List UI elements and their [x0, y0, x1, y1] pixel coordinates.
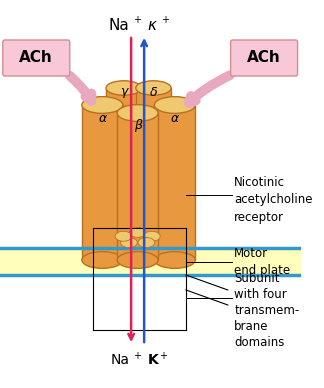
Text: +: +: [133, 351, 141, 361]
Ellipse shape: [115, 231, 132, 241]
Ellipse shape: [117, 252, 158, 268]
Ellipse shape: [117, 105, 158, 121]
Text: β: β: [133, 118, 142, 132]
Text: ACh: ACh: [19, 50, 53, 66]
Ellipse shape: [82, 97, 123, 113]
Text: +: +: [133, 15, 141, 25]
Text: +: +: [161, 15, 169, 25]
Bar: [82, 105, 123, 260]
Ellipse shape: [82, 252, 123, 268]
Ellipse shape: [106, 246, 141, 260]
Bar: [106, 88, 141, 253]
FancyBboxPatch shape: [231, 40, 297, 76]
Text: κ: κ: [148, 17, 157, 33]
Text: Subunit
with four
transmem-
brane
domains: Subunit with four transmem- brane domain…: [234, 272, 300, 348]
Text: ACh: ACh: [247, 50, 281, 66]
Text: Na: Na: [110, 353, 129, 367]
Ellipse shape: [154, 252, 195, 268]
Text: Na: Na: [109, 17, 129, 33]
Bar: [154, 105, 195, 260]
Ellipse shape: [136, 81, 171, 95]
Text: α: α: [98, 113, 106, 125]
Ellipse shape: [138, 237, 155, 248]
Text: γ: γ: [120, 85, 127, 99]
Ellipse shape: [144, 231, 160, 241]
FancyBboxPatch shape: [3, 40, 70, 76]
Bar: [117, 113, 158, 260]
Ellipse shape: [129, 227, 146, 237]
Bar: [136, 88, 171, 253]
Ellipse shape: [106, 81, 141, 95]
Text: +: +: [159, 351, 167, 361]
Text: δ: δ: [150, 85, 157, 99]
Text: Motor
end plate: Motor end plate: [234, 247, 291, 277]
Ellipse shape: [154, 97, 195, 113]
Bar: [0, 248, 301, 275]
Text: K: K: [148, 353, 159, 367]
Text: Nicotinic
acetylcholine
receptor: Nicotinic acetylcholine receptor: [234, 177, 313, 223]
Ellipse shape: [121, 237, 137, 248]
Text: α: α: [171, 113, 179, 125]
Ellipse shape: [136, 246, 171, 260]
